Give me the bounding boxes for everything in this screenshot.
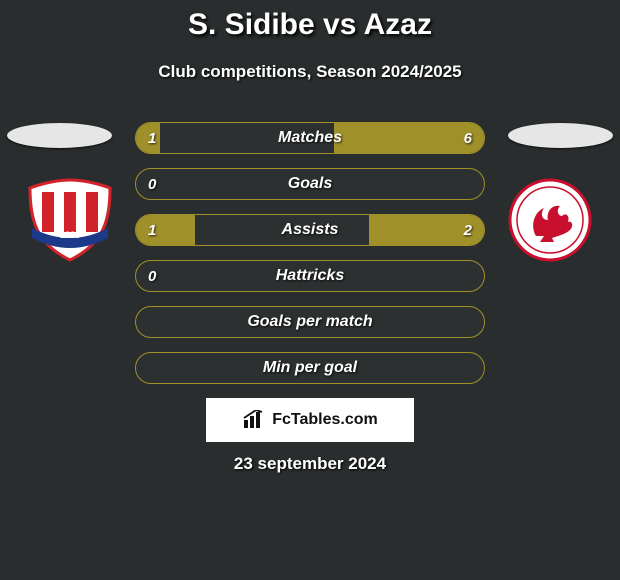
stat-bars: 1 Matches 6 0 Goals 1 Assists 2 0 Hattri… <box>135 122 485 398</box>
bar-min-per-goal: Min per goal <box>135 352 485 384</box>
bar-assists: 1 Assists 2 <box>135 214 485 246</box>
crest-right <box>500 178 600 262</box>
bar-label: Min per goal <box>136 353 484 383</box>
bar-goals: 0 Goals <box>135 168 485 200</box>
page-subtitle: Club competitions, Season 2024/2025 <box>0 62 620 82</box>
bar-label: Assists <box>136 215 484 245</box>
bar-value-right: 2 <box>464 215 472 245</box>
attribution-box: FcTables.com <box>206 398 414 442</box>
bar-hattricks: 0 Hattricks <box>135 260 485 292</box>
bar-label: Matches <box>136 123 484 153</box>
bar-label: Hattricks <box>136 261 484 291</box>
oval-shadow-right <box>508 123 613 148</box>
bar-label: Goals <box>136 169 484 199</box>
oval-shadow-left <box>7 123 112 148</box>
middlesbrough-crest-icon <box>500 178 600 262</box>
chart-icon <box>242 410 268 430</box>
crest-left: 1863 <box>20 178 120 262</box>
bar-value-right: 6 <box>464 123 472 153</box>
bar-label: Goals per match <box>136 307 484 337</box>
bar-goals-per-match: Goals per match <box>135 306 485 338</box>
attribution-text: FcTables.com <box>272 411 378 429</box>
crest-left-year: 1863 <box>60 230 80 240</box>
bar-matches: 1 Matches 6 <box>135 122 485 154</box>
page-title: S. Sidibe vs Azaz <box>0 8 620 42</box>
date-label: 23 september 2024 <box>0 454 620 474</box>
stoke-crest-icon: 1863 <box>20 178 120 262</box>
